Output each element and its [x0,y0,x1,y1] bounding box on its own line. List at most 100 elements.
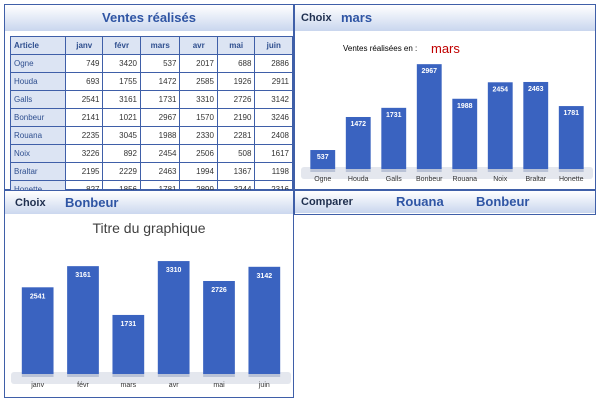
x-tick-label: Bonbeur [416,176,443,183]
month-choice-label: Choix [301,12,332,24]
table-row: Ogne 749 3420 537 2017 688 2886 [10,54,293,73]
article-name-cell: Ogne [10,54,66,73]
sales-value-cell: 2017 [179,54,218,73]
sales-value-cell: 3310 [179,90,218,109]
month-choice-bar: Choix mars [295,5,595,31]
month-choice-value[interactable]: mars [341,10,373,25]
bar [487,82,513,169]
sales-value-cell: 3045 [102,126,141,145]
article-choice-header: Choix Bonbeur [5,191,293,215]
bar-shadow [21,374,54,377]
sales-table-panel: Ventes réalisés Article janv févr mars a… [4,4,294,199]
article-name-cell: Bonbeur [10,108,66,127]
sales-value-cell: 3161 [102,90,141,109]
bar-shadow [310,169,336,172]
bar [345,116,371,169]
sales-value-cell: 2541 [64,90,104,109]
bar-shadow [381,169,407,172]
bar-shadow [416,169,442,172]
bar [203,280,235,374]
sales-value-cell: 1617 [254,144,293,163]
sales-value-cell: 2506 [179,144,218,163]
x-tick-label: janv [30,382,44,389]
sales-value-cell: 3142 [254,90,293,109]
bar [523,81,549,169]
article-choice-value[interactable]: Bonbeur [65,195,119,210]
sales-value-cell: 1367 [216,162,256,181]
article-bar-chart: 2541 janv 3161 févr 1731 mars 3310 avr 2726 mai 31… [11,261,291,389]
table-row: Braltar 2195 2229 2463 1994 1367 1198 [10,162,293,181]
sales-value-cell: 2229 [102,162,141,181]
data-label: 3142 [257,273,273,280]
bar [310,150,336,169]
column-header-month: mai [216,36,256,55]
table-row: Bonbeur 2141 1021 2967 1570 2190 3246 [10,108,293,127]
sales-value-cell: 2281 [216,126,256,145]
article-name-cell: Houda [10,72,66,91]
x-tick-label: Ogne [314,176,331,183]
sales-value-cell: 2235 [64,126,104,145]
x-tick-label: Rouana [452,176,477,183]
data-label: 2463 [528,86,544,93]
sales-value-cell: 3420 [102,54,141,73]
bar [21,287,54,374]
sales-table-header: Ventes réalisés [5,5,293,31]
article-name-cell: Braltar [10,162,66,181]
article-name-cell: Galls [10,90,66,109]
data-label: 1781 [563,110,579,117]
sales-value-cell: 2585 [179,72,218,91]
sales-value-cell: 693 [64,72,104,91]
data-label: 1731 [121,321,137,328]
chart-title-value: mars [431,41,460,56]
bar [67,266,99,374]
sales-value-cell: 2195 [64,162,104,181]
table-row: Rouana 2235 3045 1988 2330 2281 2408 [10,126,293,145]
sales-value-cell: 2886 [254,54,293,73]
bar [381,107,407,169]
column-header-month: janv [64,36,104,55]
x-tick-label: mars [121,382,137,389]
sales-value-cell: 2463 [139,162,181,181]
data-label: 3161 [75,272,91,279]
bar-shadow [67,374,99,377]
sales-value-cell: 2141 [64,108,104,127]
x-tick-label: Galls [386,176,402,183]
sales-value-cell: 2911 [254,72,293,91]
bar-shadow [203,374,235,377]
data-label: 2454 [492,86,508,93]
x-tick-label: Honette [559,176,584,183]
bar-shadow [157,374,190,377]
x-tick-label: Braltar [525,176,546,183]
bar-shadow [523,169,549,172]
table-row: Galls 2541 3161 1731 3310 2726 3142 [10,90,293,109]
bar [248,266,281,374]
article-chart-title: Titre du graphique [92,220,206,236]
bar [452,98,478,169]
sales-value-cell: 1472 [139,72,181,91]
bar-shadow [487,169,513,172]
bar-shadow [248,374,281,377]
table-row: Noix 3226 892 2454 2506 508 1617 [10,144,293,163]
sales-value-cell: 537 [139,54,181,73]
data-label: 1988 [457,103,473,110]
article-chart-panel: Titre du graphique 2541 janv 3161 févr 1731 m… [4,214,294,398]
data-label: 1731 [386,112,402,119]
article-name-cell: Rouana [10,126,66,145]
sales-table: Article janv févr mars avr mai juin Ogne… [10,36,293,199]
sales-value-cell: 1926 [216,72,256,91]
compare-header: Comparer Rouana Bonbeur [295,191,595,213]
data-label: 3310 [166,267,182,274]
chart-floor [301,167,593,179]
compare-value-2[interactable]: Bonbeur [476,194,530,209]
sales-value-cell: 1994 [179,162,218,181]
sales-value-cell: 749 [64,54,104,73]
data-label: 1472 [350,121,366,128]
compare-value-1[interactable]: Rouana [396,194,444,209]
bar [416,64,442,169]
sales-value-cell: 2408 [254,126,293,145]
sales-value-cell: 1988 [139,126,181,145]
sales-value-cell: 3246 [254,108,293,127]
data-label: 537 [317,154,329,161]
data-label: 2541 [30,293,46,300]
article-name-cell: Noix [10,144,66,163]
